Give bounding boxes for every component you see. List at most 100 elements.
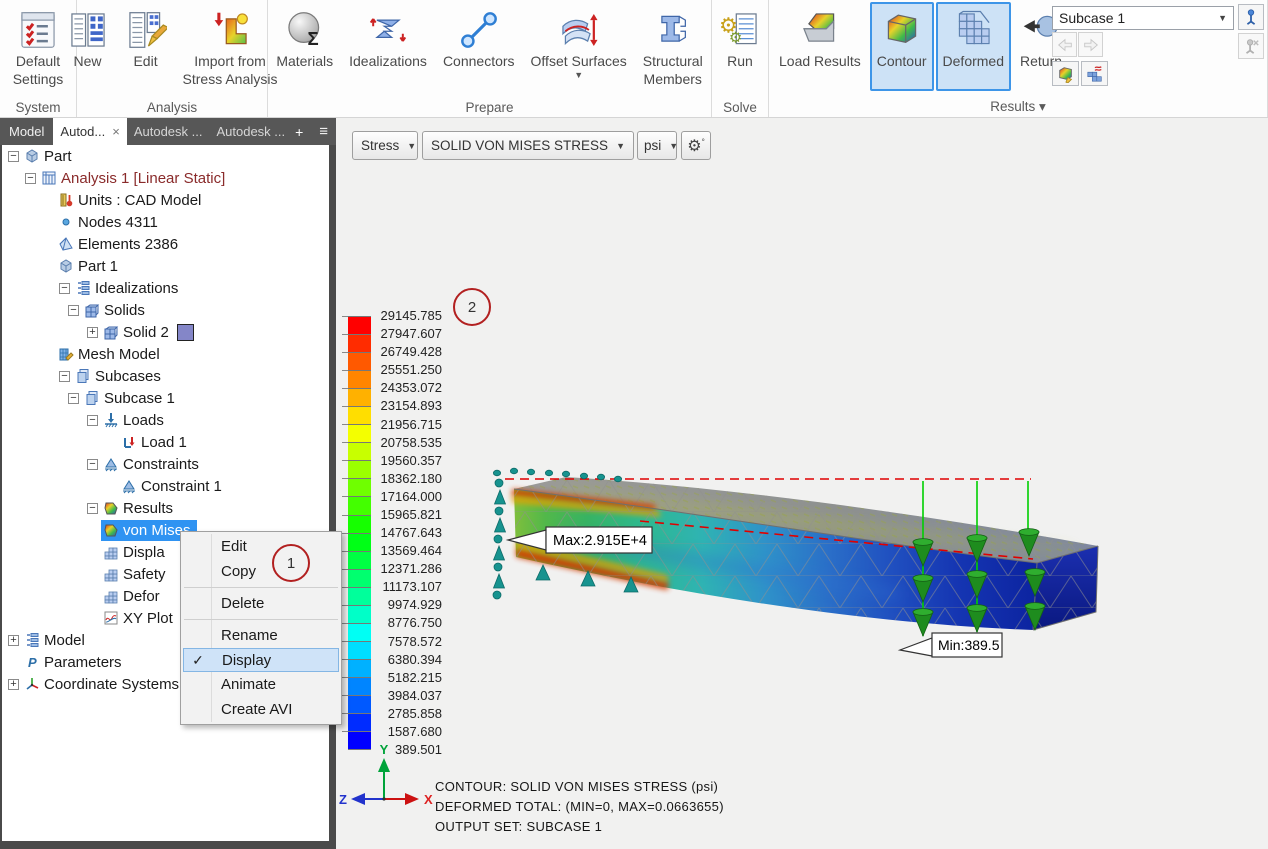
probe-button[interactable]	[1238, 4, 1264, 30]
tree-row-displa[interactable]: Displa	[2, 541, 329, 563]
tree-row-results[interactable]: − Results	[2, 497, 329, 519]
ribbon-button-edit[interactable]: Edit	[118, 2, 174, 91]
ribbon-button-default-settings[interactable]: Default Settings	[6, 2, 71, 91]
load-results-icon	[799, 6, 841, 53]
ribbon-group-label-results: Results ▾	[990, 99, 1046, 114]
tree-row-load-1[interactable]: Load 1	[2, 431, 329, 453]
legend-value: 9974.929	[387, 597, 442, 613]
collapse-icon[interactable]: −	[87, 458, 98, 470]
collapse-icon[interactable]: −	[25, 172, 36, 184]
viewport: Stress ▼ SOLID VON MISES STRESS ▼ psi ▼ ⚙°	[336, 118, 1268, 849]
tree-row-solids[interactable]: − Solids	[2, 299, 329, 321]
tree-row-elements-2386[interactable]: Elements 2386	[2, 233, 329, 255]
tree-row-units-cad-model[interactable]: Units : CAD Model	[2, 189, 329, 211]
ribbon-button-structural-members[interactable]: Structural Members	[636, 2, 710, 91]
tree-row-model[interactable]: + Model	[2, 629, 329, 651]
legend-value: 27947.607	[380, 326, 442, 342]
legend-color-segment	[342, 406, 371, 425]
tree-row-part[interactable]: − Part	[2, 145, 329, 167]
next-result-button[interactable]	[1078, 32, 1103, 57]
model-panel-label[interactable]: Model	[9, 124, 45, 139]
menu-item-display[interactable]: ✓ Display	[183, 648, 339, 672]
tree-row-nodes-4311[interactable]: Nodes 4311	[2, 211, 329, 233]
tab-document-3[interactable]: Autodesk ...	[216, 124, 286, 139]
tree-row-analysis-1-linear-static[interactable]: − Analysis 1 [Linear Static]	[2, 167, 329, 189]
previous-result-button[interactable]	[1052, 32, 1077, 57]
delete-probe-button[interactable]	[1238, 33, 1264, 59]
ribbon-button-offset-surfaces[interactable]: Offset Surfaces ▼	[524, 2, 634, 91]
tree-row-subcases[interactable]: − Subcases	[2, 365, 329, 387]
collapse-icon[interactable]: −	[87, 414, 98, 426]
legend-value: 14767.643	[380, 525, 442, 540]
ribbon-button-connectors[interactable]: Connectors	[436, 2, 522, 91]
expand-icon[interactable]: +	[8, 634, 19, 646]
collapse-icon[interactable]: −	[59, 282, 70, 294]
close-icon[interactable]: ×	[112, 124, 120, 139]
add-tab-button[interactable]: +	[295, 123, 304, 140]
contour-legend-bar	[342, 316, 371, 751]
blocks-icon	[103, 544, 119, 560]
collapse-icon[interactable]: −	[8, 150, 19, 162]
tree-row-defor[interactable]: Defor	[2, 585, 329, 607]
unit-dropdown[interactable]: psi ▼	[637, 131, 678, 160]
legend-value: 26749.428	[380, 344, 442, 360]
subcase-combobox[interactable]: Subcase 1 ▼	[1052, 6, 1234, 30]
ribbon-button-import-from-stress-analysis[interactable]: Import from Stress Analysis	[176, 2, 285, 91]
animate-results-button[interactable]	[1081, 61, 1108, 86]
ribbon-button-contour[interactable]: Contour	[869, 2, 934, 91]
gear-icon: ⚙°	[687, 137, 705, 155]
menu-item-copy[interactable]: Copy	[221, 563, 257, 580]
edit-contour-options-button[interactable]	[1052, 61, 1079, 86]
svg-text:Σ: Σ	[307, 27, 318, 48]
new-icon	[67, 6, 109, 53]
menu-item-create-avi[interactable]: Create AVI	[221, 701, 293, 718]
tab-document-2[interactable]: Autodesk ...	[133, 124, 203, 139]
tree-row-solid-2[interactable]: + Solid 2	[2, 321, 329, 343]
tree-row-constraint-1[interactable]: Constraint 1	[2, 475, 329, 497]
menu-item-delete[interactable]: Delete	[221, 595, 265, 612]
legend-color-segment	[342, 442, 371, 461]
tree-row-loads[interactable]: − Loads	[2, 409, 329, 431]
tree-row-von-mises[interactable]: von Mises	[2, 519, 329, 541]
legend-color-segment	[342, 550, 371, 569]
collapse-icon[interactable]: −	[68, 304, 79, 316]
collapse-icon[interactable]: −	[87, 502, 98, 514]
ribbon-button-run[interactable]: ⚙ ⚙ Run	[712, 2, 768, 91]
annotation-circle-2: 2	[453, 288, 491, 326]
menu-item-edit[interactable]: Edit	[221, 538, 247, 555]
run-icon: ⚙ ⚙	[719, 6, 761, 53]
tree-row-xy-plot[interactable]: XY Plot	[2, 607, 329, 629]
menu-item-animate[interactable]: Animate	[221, 676, 277, 693]
panel-border-right[interactable]	[329, 145, 336, 849]
expand-icon[interactable]: +	[8, 678, 19, 690]
collapse-icon[interactable]: −	[59, 370, 70, 382]
contour-settings-button[interactable]: ⚙°	[681, 131, 711, 160]
ribbon-button-new[interactable]: New	[60, 2, 116, 91]
ribbon-button-materials[interactable]: Σ Materials	[269, 2, 340, 91]
tree-row-constraints[interactable]: − Constraints	[2, 453, 329, 475]
expand-icon[interactable]: +	[87, 326, 98, 338]
menu-item-rename[interactable]: Rename	[221, 627, 278, 644]
tab-document-1[interactable]: Autod... ×	[53, 118, 127, 145]
ribbon-button-load-results[interactable]: Load Results	[772, 2, 868, 91]
result-category-dropdown[interactable]: Stress ▼	[352, 131, 418, 160]
tree-row-mesh-model[interactable]: Mesh Model	[2, 343, 329, 365]
ribbon-button-idealizations[interactable]: Idealizations	[342, 2, 434, 91]
tree-row-safety[interactable]: Safety	[2, 563, 329, 585]
result-type-dropdown[interactable]: SOLID VON MISES STRESS ▼	[422, 131, 634, 160]
min-callout-label: Min:389.5	[938, 637, 1000, 653]
legend-color-segment	[342, 532, 371, 551]
tree-row-subcase-1[interactable]: − Subcase 1	[2, 387, 329, 409]
model-canvas[interactable]: Max:2.915E+4 Min:389.5 Y X Z	[336, 118, 1268, 849]
tree-row-idealizations[interactable]: − Idealizations	[2, 277, 329, 299]
tree-row-coordinate-systems[interactable]: + Coordinate Systems	[2, 673, 329, 695]
loads-icon	[103, 412, 119, 428]
list-icon	[75, 280, 91, 296]
tree-row-parameters[interactable]: P Parameters	[2, 651, 329, 673]
color-swatch[interactable]	[176, 323, 194, 341]
tree-row-part-1[interactable]: Part 1	[2, 255, 329, 277]
collapse-icon[interactable]: −	[68, 392, 79, 404]
hamburger-menu-icon[interactable]: ≡	[319, 123, 328, 140]
legend-value: 21956.715	[380, 416, 442, 432]
ribbon-button-deformed[interactable]: Deformed	[935, 2, 1011, 91]
